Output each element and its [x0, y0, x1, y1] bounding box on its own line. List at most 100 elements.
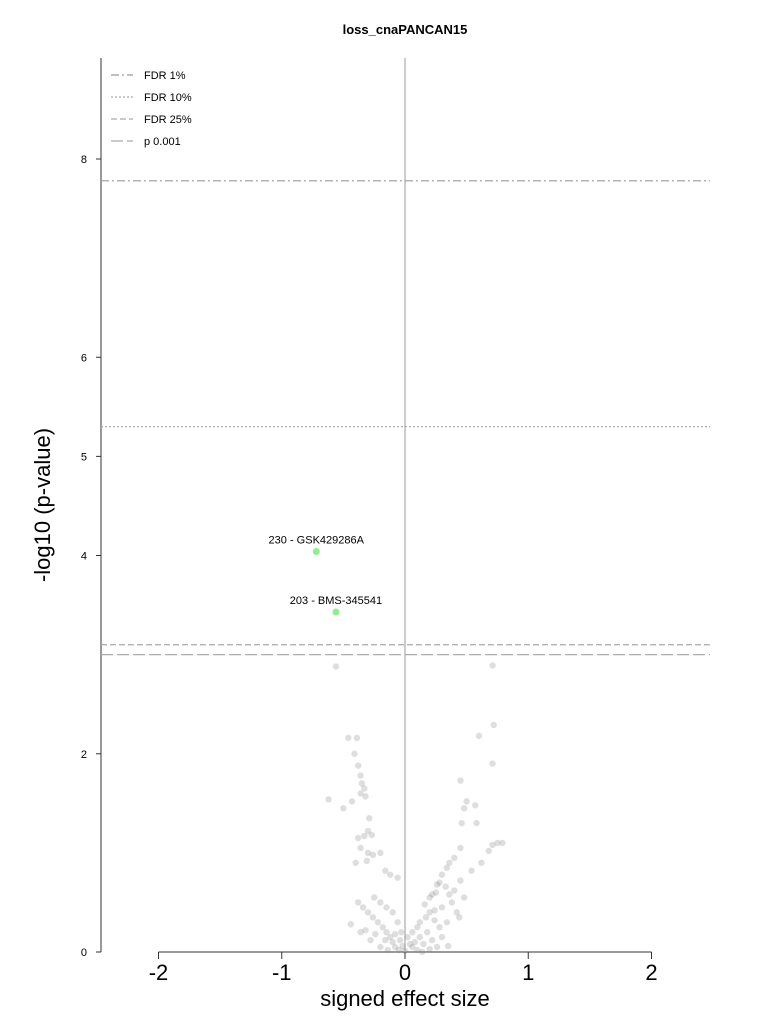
data-point [419, 948, 426, 956]
data-point [473, 819, 480, 827]
data-point [366, 814, 373, 822]
x-tick-label: -2 [149, 960, 169, 985]
data-point [389, 938, 396, 946]
data-point [358, 780, 366, 787]
data-point [489, 760, 496, 767]
data-point [432, 889, 440, 896]
data-point [453, 909, 460, 916]
data-point [387, 933, 394, 941]
data-point [478, 859, 485, 866]
y-tick-label: 0 [81, 947, 87, 959]
data-point [463, 798, 470, 805]
data-point [436, 879, 443, 886]
data-point [428, 936, 436, 944]
data-point [489, 662, 496, 669]
data-point [353, 734, 361, 742]
data-point [438, 871, 446, 878]
data-point [422, 914, 430, 921]
data-point [361, 785, 368, 792]
data-point [472, 802, 479, 809]
data-point [456, 914, 463, 921]
data-point [436, 924, 443, 931]
data-point [426, 945, 433, 953]
data-point [384, 946, 391, 954]
data-point [426, 909, 433, 916]
data-point [409, 943, 416, 951]
data-point [357, 844, 364, 852]
data-point [357, 772, 364, 779]
data-point [404, 933, 411, 941]
x-tick-label: -1 [272, 960, 292, 985]
data-point [499, 839, 506, 847]
data-point [383, 928, 390, 936]
data-point [369, 851, 377, 859]
data-point [325, 796, 332, 803]
data-point [460, 805, 468, 812]
data-point [396, 936, 404, 944]
data-point [399, 942, 406, 950]
data-point [494, 839, 501, 847]
data-point [401, 947, 409, 955]
x-tick-label: 0 [399, 960, 411, 985]
data-point [354, 899, 362, 906]
data-point [411, 938, 419, 946]
data-point [387, 871, 394, 878]
data-point [394, 874, 401, 881]
data-point [444, 942, 452, 950]
legend-label: p 0.001 [144, 136, 181, 148]
x-tick-label: 1 [522, 960, 534, 985]
data-point [416, 919, 423, 926]
data-point [457, 844, 464, 852]
y-axis-label: -log10 (p-value) [30, 428, 55, 582]
data-point [443, 919, 451, 926]
data-point [377, 849, 384, 857]
data-point [438, 904, 446, 911]
data-point [352, 859, 359, 866]
data-point [416, 933, 423, 941]
data-point [361, 832, 368, 840]
data-point [391, 943, 399, 951]
data-point [357, 928, 364, 936]
data-point [372, 930, 379, 938]
data-point [489, 841, 496, 849]
data-point [382, 936, 389, 944]
data-point [364, 909, 372, 916]
data-point [348, 798, 356, 805]
y-tick-label: 8 [81, 154, 87, 166]
data-point [485, 847, 493, 855]
data-point [374, 919, 382, 926]
x-tick-label: 2 [645, 960, 657, 985]
data-point [451, 887, 458, 894]
data-point [420, 940, 427, 948]
data-point [426, 894, 433, 901]
data-point [433, 943, 441, 951]
point-annotation: 230 - GSK429286A [269, 535, 365, 547]
legend-label: FDR 1% [144, 70, 186, 82]
data-point [368, 831, 375, 839]
data-point [354, 834, 362, 842]
data-point [394, 919, 401, 926]
data-point [409, 928, 416, 936]
data-point [362, 926, 369, 934]
data-point [443, 864, 451, 871]
data-point [395, 946, 403, 954]
data-point [433, 881, 441, 888]
data-point [367, 936, 374, 944]
data-point [406, 940, 414, 948]
data-point [383, 904, 390, 911]
data-point [431, 917, 438, 924]
data-point [362, 793, 369, 800]
data-point [398, 928, 405, 936]
y-tick-label: 2 [81, 749, 87, 761]
data-point [468, 867, 475, 874]
legend-label: FDR 10% [144, 92, 192, 104]
y-tick-label: 4 [81, 551, 87, 563]
highlighted-data-point [312, 548, 320, 556]
data-point [347, 921, 354, 928]
data-point [457, 777, 464, 784]
data-point [370, 894, 378, 901]
data-point [431, 907, 438, 914]
data-point [354, 762, 362, 769]
